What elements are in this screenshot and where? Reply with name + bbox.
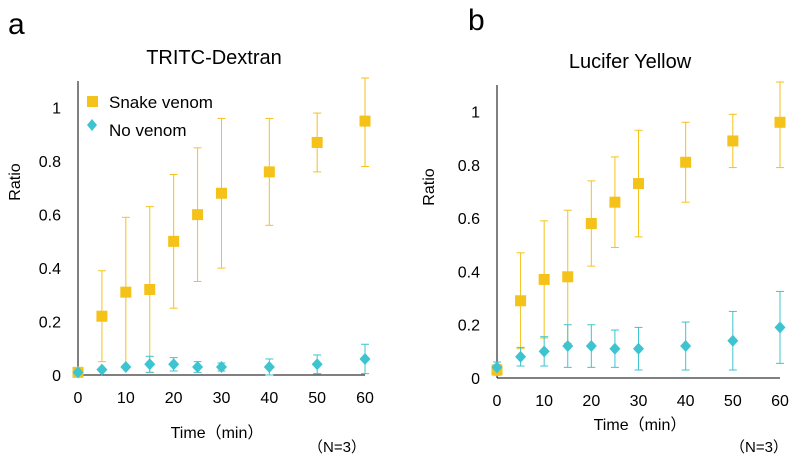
x-tick-label: 10 (117, 390, 135, 407)
y-tick-label: 0.8 (39, 154, 61, 171)
y-tick-label: 0.4 (458, 264, 480, 281)
x-tick-label: 40 (260, 390, 278, 407)
data-point-no-venom (144, 358, 156, 371)
y-tick-label: 0.6 (458, 211, 480, 228)
data-point-no-venom (216, 360, 227, 373)
y-tick-label: 1 (471, 105, 480, 122)
x-tick-label: 10 (535, 393, 553, 410)
x-tick-label: 30 (213, 390, 231, 407)
x-axis-label: Time（min） (594, 416, 687, 434)
x-tick-label: 60 (771, 393, 789, 410)
data-point-snake-venom (727, 135, 739, 147)
data-point-snake-venom (311, 136, 323, 148)
data-point-no-venom (774, 321, 786, 334)
x-tick-label: 20 (582, 393, 600, 410)
data-point-snake-venom (680, 156, 692, 168)
legend-label-snake-venom: Snake venom (109, 93, 213, 112)
data-point-no-venom (727, 334, 739, 347)
y-axis-label: Ratio (421, 168, 438, 205)
x-tick-label: 20 (165, 390, 183, 407)
data-point-snake-venom (515, 295, 527, 307)
data-point-snake-venom (168, 235, 180, 247)
legend-label-no-venom: No venom (109, 121, 186, 140)
data-point-snake-venom (96, 310, 108, 322)
data-point-no-venom (585, 340, 597, 353)
legend-diamond-marker (87, 119, 97, 131)
data-point-no-venom (168, 358, 180, 371)
data-point-snake-venom (120, 286, 132, 298)
plot-area: 00.20.40.60.810 10 20 30 40 50 60 (458, 81, 789, 410)
y-tick-label: 0.2 (39, 315, 61, 332)
data-point-snake-venom (216, 187, 227, 199)
sample-size-note: （N=3） (308, 439, 366, 456)
data-point-snake-venom (609, 196, 621, 208)
data-point-no-venom (192, 360, 204, 373)
y-tick-label: 0 (471, 371, 480, 388)
panel-a: a TRITC-Dextran Ratio Time（min） （N=3） Sn… (7, 8, 374, 456)
data-point-snake-venom (633, 178, 644, 190)
x-tick-label: 60 (356, 390, 374, 407)
data-point-no-venom (120, 360, 132, 373)
data-point-no-venom (515, 350, 527, 363)
chart-title: Lucifer Yellow (569, 51, 692, 73)
y-tick-label: 0 (52, 368, 61, 385)
data-point-snake-venom (359, 115, 371, 127)
data-point-no-venom (263, 360, 275, 373)
x-tick-label: 40 (677, 393, 695, 410)
data-point-snake-venom (144, 283, 156, 295)
data-point-snake-venom (192, 209, 204, 221)
data-point-no-venom (359, 352, 371, 365)
data-point-no-venom (311, 358, 323, 371)
data-point-no-venom (96, 363, 108, 376)
y-tick-label: 0.8 (458, 158, 480, 175)
x-tick-label: 50 (308, 390, 326, 407)
legend: Snake venom No venom (87, 93, 213, 140)
x-tick-label: 0 (74, 390, 83, 407)
plot-area: 00.20.40.60.810 10 20 30 40 50 60 (39, 77, 374, 407)
y-tick-label: 0.4 (39, 261, 61, 278)
x-tick-label: 0 (493, 393, 502, 410)
data-point-no-venom (680, 340, 692, 353)
data-point-snake-venom (562, 271, 574, 283)
data-point-no-venom (633, 342, 644, 355)
data-point-no-venom (72, 366, 84, 379)
data-point-no-venom (609, 342, 621, 355)
x-tick-label: 50 (724, 393, 742, 410)
y-tick-label: 0.2 (458, 318, 480, 335)
panel-label: b (468, 4, 485, 37)
panel-b: b Lucifer Yellow Ratio Time（min） （N=3） 0… (421, 4, 789, 456)
data-point-snake-venom (538, 273, 550, 285)
y-tick-label: 1 (52, 101, 61, 118)
y-tick-label: 0.6 (39, 208, 61, 225)
x-axis-label: Time（min） (171, 424, 264, 442)
data-point-no-venom (562, 340, 574, 353)
data-point-no-venom (491, 361, 503, 374)
panel-label: a (8, 8, 25, 41)
data-point-snake-venom (585, 218, 597, 230)
y-axis-label: Ratio (7, 163, 24, 200)
sample-size-note: （N=3） (730, 439, 788, 456)
x-tick-label: 30 (630, 393, 648, 410)
data-point-snake-venom (774, 116, 786, 128)
data-point-snake-venom (263, 166, 275, 178)
chart-title: TRITC-Dextran (146, 47, 282, 69)
legend-square-marker (87, 96, 98, 107)
data-point-no-venom (538, 345, 550, 358)
